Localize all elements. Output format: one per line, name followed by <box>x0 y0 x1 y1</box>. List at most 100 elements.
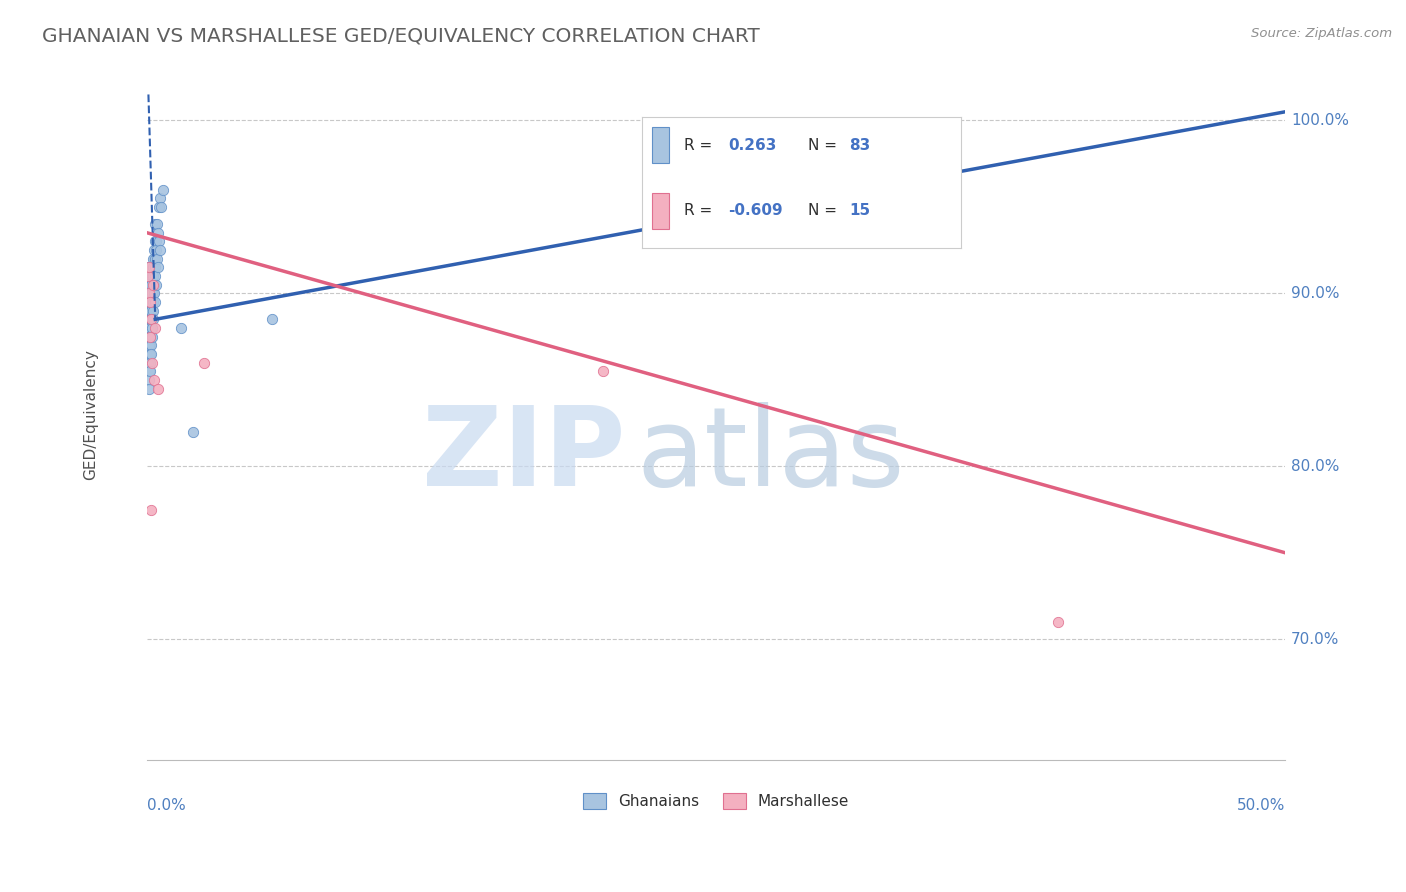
Point <box>139 502 162 516</box>
Point <box>138 312 160 326</box>
Point <box>142 260 165 275</box>
Point <box>145 235 167 249</box>
Point <box>143 295 166 310</box>
Text: ZIP: ZIP <box>422 402 626 509</box>
Text: atlas: atlas <box>637 402 905 509</box>
Point <box>141 303 163 318</box>
Point <box>141 329 163 343</box>
Legend: Ghanaians, Marshallese: Ghanaians, Marshallese <box>578 787 855 815</box>
Point <box>139 286 162 301</box>
Point <box>193 355 215 369</box>
Point <box>139 355 162 369</box>
Point <box>142 260 165 275</box>
Point <box>142 277 165 292</box>
Point <box>138 382 160 396</box>
Point <box>143 217 166 231</box>
Point <box>142 277 165 292</box>
Point <box>262 312 284 326</box>
Point <box>138 321 160 335</box>
Point <box>138 260 160 275</box>
Point <box>138 338 160 352</box>
Point <box>141 269 163 284</box>
Point <box>139 295 162 310</box>
Text: 50.0%: 50.0% <box>1237 798 1285 814</box>
Point <box>139 303 162 318</box>
Point <box>146 252 169 266</box>
Point <box>138 355 160 369</box>
Point <box>143 373 166 387</box>
Point <box>141 303 163 318</box>
Point <box>141 312 163 326</box>
Point <box>138 269 160 284</box>
Point <box>1046 615 1069 629</box>
Point <box>142 269 165 284</box>
Point <box>148 235 170 249</box>
Point <box>138 286 160 301</box>
Point <box>143 321 166 335</box>
Text: GED/Equivalency: GED/Equivalency <box>83 349 98 480</box>
Point <box>143 286 166 301</box>
Point <box>138 347 160 361</box>
Text: 90.0%: 90.0% <box>1291 285 1340 301</box>
Point <box>145 277 167 292</box>
Point <box>149 191 172 205</box>
Point <box>142 303 165 318</box>
Point <box>143 252 166 266</box>
Text: 0.0%: 0.0% <box>148 798 186 814</box>
Point <box>139 321 162 335</box>
Point <box>141 277 163 292</box>
Point <box>141 312 163 326</box>
Point <box>139 329 162 343</box>
Point <box>138 329 160 343</box>
Point <box>143 260 166 275</box>
Point <box>138 338 160 352</box>
Point <box>138 277 160 292</box>
Point <box>149 243 172 257</box>
Point <box>138 286 160 301</box>
Point <box>141 295 163 310</box>
Point <box>141 277 163 292</box>
Point <box>138 373 160 387</box>
Point <box>142 252 165 266</box>
Point <box>139 338 162 352</box>
Point <box>138 329 160 343</box>
Point <box>141 321 163 335</box>
Point <box>141 321 163 335</box>
Point <box>141 303 163 318</box>
Point <box>141 303 163 318</box>
Point <box>138 364 160 378</box>
Point <box>152 183 174 197</box>
Point <box>142 277 165 292</box>
Point <box>139 295 162 310</box>
Point <box>138 260 160 275</box>
Point <box>143 243 166 257</box>
Point <box>146 226 169 240</box>
Point <box>139 347 162 361</box>
Point <box>141 286 163 301</box>
Point <box>181 425 204 439</box>
Point <box>139 312 162 326</box>
Point <box>141 355 163 369</box>
Point <box>141 286 163 301</box>
Point <box>170 321 193 335</box>
Point <box>143 235 166 249</box>
Text: Source: ZipAtlas.com: Source: ZipAtlas.com <box>1251 27 1392 40</box>
Point <box>149 200 172 214</box>
Point <box>141 286 163 301</box>
Point <box>138 329 160 343</box>
Point <box>141 277 163 292</box>
Text: 70.0%: 70.0% <box>1291 632 1340 647</box>
Point <box>139 303 162 318</box>
Point <box>142 269 165 284</box>
Point <box>141 295 163 310</box>
Point <box>142 312 165 326</box>
Point <box>138 347 160 361</box>
Point <box>145 243 167 257</box>
Point <box>145 269 167 284</box>
Point <box>139 286 162 301</box>
Text: 80.0%: 80.0% <box>1291 458 1340 474</box>
Point <box>139 321 162 335</box>
Text: GHANAIAN VS MARSHALLESE GED/EQUIVALENCY CORRELATION CHART: GHANAIAN VS MARSHALLESE GED/EQUIVALENCY … <box>42 27 759 45</box>
Point <box>148 260 170 275</box>
Point <box>139 364 162 378</box>
